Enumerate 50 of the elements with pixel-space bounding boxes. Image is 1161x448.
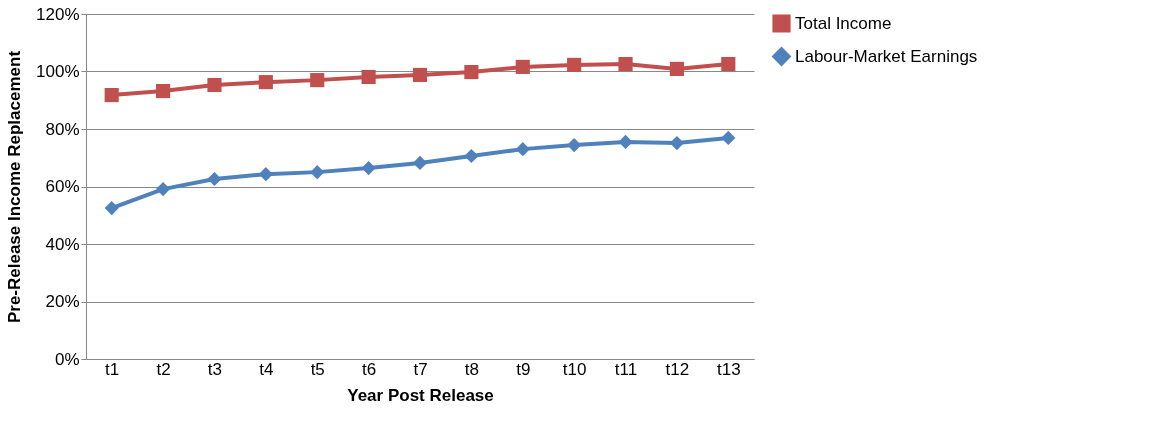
point — [669, 61, 684, 76]
point — [412, 155, 428, 170]
point — [669, 136, 684, 151]
legend-label: Labour-Market Earnings — [795, 46, 978, 66]
point — [721, 56, 736, 72]
y-tick-label: 100% — [36, 62, 80, 81]
x-tick-label: t9 — [516, 359, 531, 379]
y-tick-label: 120% — [36, 4, 80, 24]
point — [258, 167, 273, 182]
y-tick-label: 80% — [45, 119, 80, 139]
y-tick-label: 60% — [45, 177, 80, 196]
x-tick-label: t10 — [562, 359, 587, 379]
x-tick-label: t1 — [105, 359, 120, 379]
x-tick-label: t12 — [665, 359, 690, 379]
point — [618, 134, 633, 150]
legend-label: Total Income — [795, 13, 892, 33]
point — [464, 65, 479, 80]
point — [515, 59, 530, 74]
x-tick-label: t8 — [464, 359, 479, 379]
y-axis-title: Pre-Release Income Replacement — [5, 50, 25, 324]
point — [567, 138, 582, 153]
point — [104, 88, 119, 103]
point — [618, 56, 633, 72]
point — [412, 67, 428, 83]
x-tick-label: t7 — [413, 359, 428, 379]
y-tick-label: 40% — [45, 234, 80, 254]
point — [464, 148, 479, 164]
point — [515, 142, 530, 157]
point — [310, 165, 325, 180]
x-tick-label: t11 — [614, 359, 638, 379]
point — [310, 73, 325, 88]
point — [567, 57, 582, 72]
point — [721, 130, 736, 145]
point — [258, 75, 273, 90]
x-tick-label: t6 — [362, 359, 377, 379]
x-tick-label: t4 — [259, 359, 274, 379]
y-tick-label: 20% — [45, 292, 80, 311]
point — [361, 69, 376, 85]
point — [156, 182, 171, 197]
x-tick-label: t5 — [310, 359, 325, 379]
point — [104, 200, 119, 216]
x-tick-label: t2 — [156, 359, 171, 379]
point — [207, 171, 222, 187]
x-tick-label: t13 — [716, 359, 741, 379]
point — [361, 161, 376, 176]
point — [156, 83, 171, 99]
x-tick-label: t3 — [207, 359, 223, 379]
x-axis-title: Year Post Release — [347, 385, 494, 405]
point — [207, 77, 222, 93]
y-tick-label: 0% — [54, 349, 80, 369]
